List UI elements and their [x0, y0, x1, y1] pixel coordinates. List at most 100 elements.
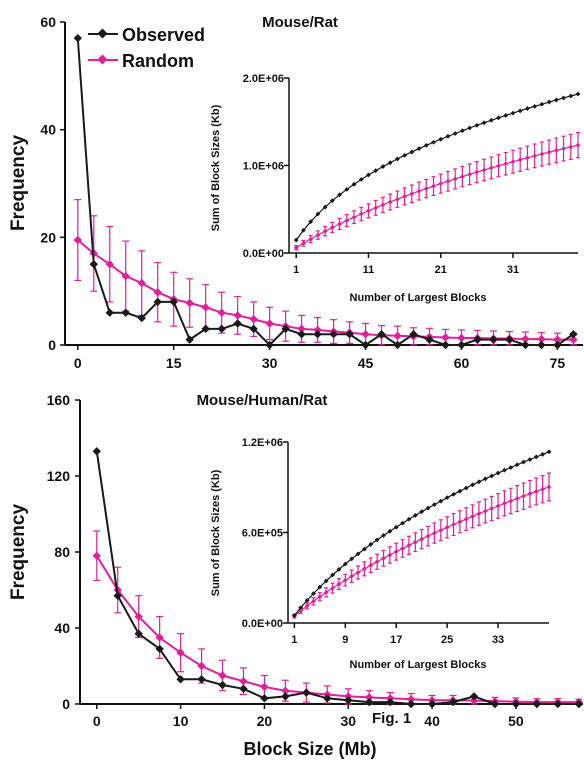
data-point — [308, 219, 314, 225]
data-point — [298, 605, 304, 611]
data-point — [553, 147, 559, 153]
data-point — [496, 115, 501, 121]
data-point — [425, 335, 434, 344]
data-point — [510, 159, 516, 165]
data-point — [358, 177, 364, 182]
data-point — [239, 677, 248, 686]
data-point — [409, 149, 415, 155]
x-tick-label: 11 — [363, 264, 375, 276]
data-point — [344, 186, 350, 192]
data-point — [368, 542, 374, 547]
x-tick-label: 0 — [74, 355, 82, 371]
data-point — [505, 335, 514, 344]
data-point — [521, 493, 526, 499]
data-point — [373, 205, 379, 211]
data-point — [409, 191, 415, 197]
inset-series-observed — [293, 91, 581, 243]
data-point — [406, 516, 412, 522]
data-point — [441, 340, 450, 350]
series-line — [295, 93, 579, 241]
x-tick-label: 40 — [424, 713, 440, 729]
legend-random-marker — [97, 54, 108, 65]
x-tick-labels: 0 10 20 30 40 50 — [93, 704, 524, 729]
x-tick-label: 30 — [340, 713, 356, 729]
data-point — [445, 133, 451, 139]
data-point — [311, 591, 316, 596]
data-point — [105, 308, 114, 317]
data-point — [322, 228, 328, 234]
data-point — [345, 330, 354, 339]
data-point — [488, 165, 494, 171]
data-point — [73, 33, 82, 43]
inset-mouse-rat: Sum of Block Sizes (Kb) Number of Larges… — [210, 73, 581, 304]
data-point — [218, 680, 227, 690]
data-point — [561, 95, 566, 101]
inset-x-tick-labels: 1 11 21 31 — [293, 253, 519, 276]
data-point — [502, 500, 507, 506]
data-point — [121, 308, 130, 317]
data-point — [514, 496, 520, 501]
data-point — [265, 340, 274, 350]
y-axis-label: Frequency — [8, 135, 29, 232]
series-line — [77, 239, 574, 341]
data-point — [342, 577, 348, 583]
data-point — [457, 519, 463, 525]
data-point — [539, 151, 545, 157]
data-point — [438, 181, 444, 187]
data-point — [409, 330, 418, 339]
data-point — [406, 542, 412, 548]
data-point — [503, 161, 509, 167]
data-point — [349, 556, 355, 562]
data-point — [92, 447, 101, 456]
inset-y-tick-labels: 0.0E+00 1.0E+06 2.0E+06 — [243, 73, 289, 260]
data-point — [431, 139, 436, 145]
data-point — [406, 699, 416, 709]
data-point — [525, 106, 530, 111]
data-point — [201, 324, 210, 334]
y-tick-label: 120 — [47, 468, 71, 484]
data-point — [201, 303, 210, 312]
data-point — [432, 502, 437, 507]
data-point — [412, 513, 418, 518]
data-point — [381, 555, 386, 561]
data-point — [470, 513, 476, 519]
data-point — [527, 457, 533, 462]
data-point — [349, 573, 355, 579]
data-point — [467, 125, 473, 131]
data-point — [425, 533, 431, 539]
data-point — [315, 211, 321, 217]
data-point — [425, 505, 431, 511]
data-point — [291, 613, 297, 618]
data-point — [393, 340, 402, 350]
data-point — [508, 498, 514, 504]
data-point — [365, 697, 374, 707]
x-tick-label: 75 — [550, 355, 566, 371]
y-tick-label: 20 — [40, 229, 56, 245]
data-point — [402, 193, 407, 199]
y-tick-label: 0 — [48, 337, 56, 353]
data-point — [185, 298, 194, 308]
y-tick-label: 1.0E+06 — [243, 161, 284, 173]
inset-series-random — [291, 472, 552, 619]
data-point — [134, 612, 143, 621]
inset-mouse-human-rat: Sum of Block Sizes (Kb) Number of Larges… — [210, 437, 552, 671]
data-point — [381, 533, 386, 538]
data-point — [387, 552, 393, 558]
y-tick-label: 1.2E+06 — [242, 437, 283, 449]
y-tick-label: 0 — [62, 696, 70, 712]
data-point — [323, 589, 329, 595]
data-point — [336, 567, 342, 572]
data-point — [575, 142, 581, 148]
data-point — [533, 454, 539, 460]
data-point — [489, 473, 495, 479]
data-point — [514, 462, 520, 468]
data-point — [393, 524, 399, 530]
y-tick-label: 60 — [40, 14, 56, 30]
data-point — [387, 528, 393, 534]
data-point — [218, 671, 227, 680]
data-point — [457, 333, 466, 343]
data-point — [355, 570, 361, 575]
data-point — [197, 661, 206, 671]
data-point — [176, 648, 185, 657]
chart-title: Mouse/Rat — [262, 14, 338, 31]
